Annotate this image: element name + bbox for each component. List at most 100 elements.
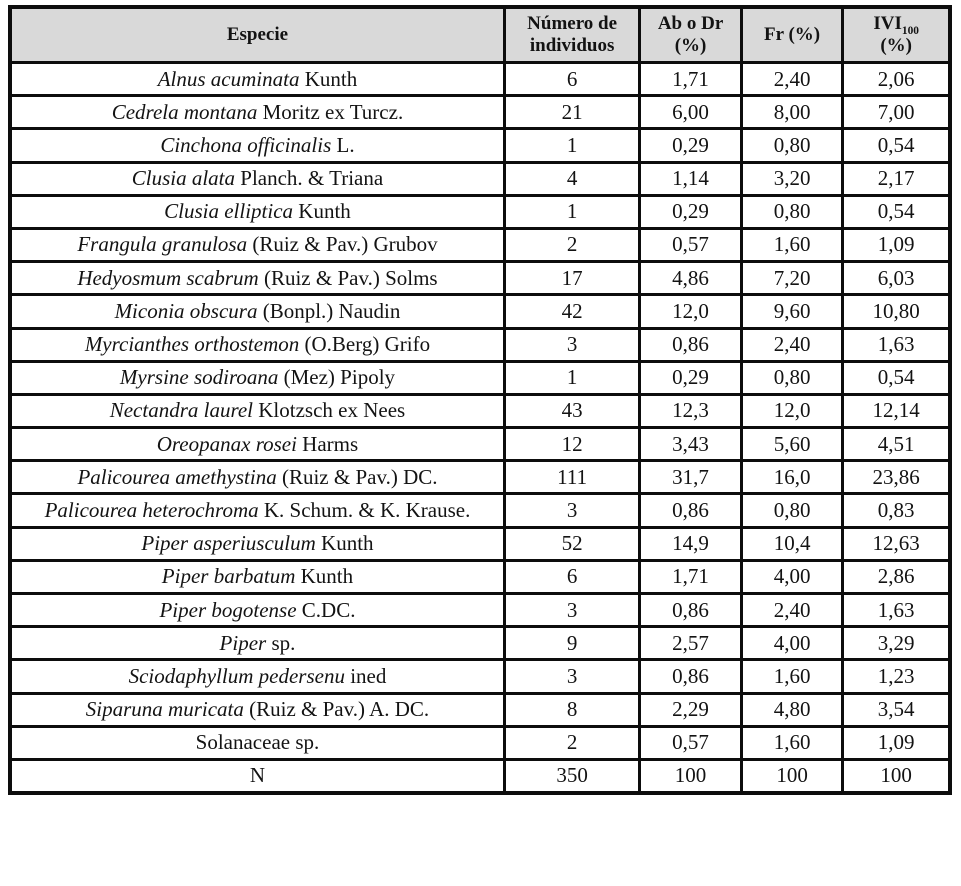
cell-especie: Cinchona officinalis L. xyxy=(8,127,506,164)
species-author: sp. xyxy=(266,630,296,655)
species-author: Kunth xyxy=(293,199,351,224)
cell-ab-o-dr: 1,14 xyxy=(638,160,743,197)
cell-especie: Palicourea amethystina (Ruiz & Pav.) DC. xyxy=(8,459,506,496)
cell-ab-o-dr: 0,29 xyxy=(638,359,743,396)
header-ivi-subscript: 100 xyxy=(901,24,919,37)
header-fr-label: Fr (%) xyxy=(764,23,821,45)
cell-ivi: 12,14 xyxy=(841,392,952,430)
table-body: Alnus acuminata Kunth 6 1,71 2,40 2,06 C… xyxy=(8,60,952,795)
header-ab-line1: Ab o Dr xyxy=(657,12,724,34)
cell-fr: 100 xyxy=(739,757,845,795)
header-especie-label: Especie xyxy=(226,23,289,45)
cell-fr: 0,80 xyxy=(739,359,845,396)
table-row: Oreopanax rosei Harms 12 3,43 5,60 4,51 xyxy=(8,426,952,463)
table-row: Palicourea amethystina (Ruiz & Pav.) DC.… xyxy=(8,459,952,496)
header-ivi-line2: (%) xyxy=(880,35,912,56)
cell-ivi: 1,09 xyxy=(841,226,952,264)
table-row: Piper bogotense C.DC. 3 0,86 2,40 1,63 xyxy=(8,591,952,629)
header-ivi-base: IVI xyxy=(873,12,902,34)
species-scientific-name: Palicourea heterochroma xyxy=(44,497,259,522)
table-row: Nectandra laurel Klotzsch ex Nees 43 12,… xyxy=(8,392,952,430)
table-row: Palicourea heterochroma K. Schum. & K. K… xyxy=(8,492,952,529)
cell-especie: N xyxy=(8,757,506,795)
cell-numero-individuos: 2 xyxy=(502,226,642,264)
cell-numero-individuos: 3 xyxy=(502,492,642,529)
species-author: Planch. & Triana xyxy=(235,166,384,191)
cell-fr: 4,80 xyxy=(739,691,845,728)
cell-numero-individuos: 3 xyxy=(502,326,642,363)
header-row: Especie Número de individuos Ab o Dr (%)… xyxy=(8,5,952,64)
cell-fr: 0,80 xyxy=(739,127,845,164)
table-row: Sciodaphyllum pedersenu ined 3 0,86 1,60… xyxy=(8,658,952,695)
species-author: (Mez) Pipoly xyxy=(278,365,396,390)
cell-fr: 9,60 xyxy=(739,293,845,330)
cell-fr: 12,0 xyxy=(739,392,845,430)
species-author: Harms xyxy=(296,431,359,456)
species-author: (Bonpl.) Naudin xyxy=(257,298,401,323)
cell-especie: Piper barbatum Kunth xyxy=(8,558,506,596)
table-row: Solanaceae sp. 2 0,57 1,60 1,09 xyxy=(8,724,952,761)
species-author: (Ruiz & Pav.) DC. xyxy=(276,464,438,489)
cell-ab-o-dr: 12,3 xyxy=(638,392,743,430)
table-row: Miconia obscura (Bonpl.) Naudin 42 12,0 … xyxy=(8,293,952,330)
cell-numero-individuos: 42 xyxy=(502,293,642,330)
table-row: Cinchona officinalis L. 1 0,29 0,80 0,54 xyxy=(8,127,952,164)
header-fr: Fr (%) xyxy=(739,5,845,64)
cell-especie: Solanaceae sp. xyxy=(8,724,506,761)
table-row: Alnus acuminata Kunth 6 1,71 2,40 2,06 xyxy=(8,60,952,98)
cell-especie: Sciodaphyllum pedersenu ined xyxy=(8,658,506,695)
cell-numero-individuos: 43 xyxy=(502,392,642,430)
table-header: Especie Número de individuos Ab o Dr (%)… xyxy=(8,5,952,64)
species-scientific-name: Oreopanax rosei xyxy=(156,431,297,456)
header-individuos-line2: individuos xyxy=(529,35,615,56)
header-ab-line2: (%) xyxy=(674,35,707,56)
cell-numero-individuos: 6 xyxy=(502,558,642,596)
cell-numero-individuos: 12 xyxy=(502,426,642,463)
cell-fr: 2,40 xyxy=(739,326,845,363)
species-author: Kunth xyxy=(299,66,358,91)
cell-ab-o-dr: 14,9 xyxy=(638,525,743,562)
cell-fr: 0,80 xyxy=(739,193,845,230)
cell-ab-o-dr: 0,57 xyxy=(638,724,743,761)
cell-numero-individuos: 9 xyxy=(502,625,642,662)
cell-fr: 7,20 xyxy=(739,260,845,297)
cell-ivi: 2,17 xyxy=(841,160,952,197)
cell-numero-individuos: 3 xyxy=(502,591,642,629)
table-row: Piper sp. 9 2,57 4,00 3,29 xyxy=(8,625,952,662)
species-author: C.DC. xyxy=(296,597,356,622)
species-scientific-name: Piper asperiusculum xyxy=(141,531,316,556)
cell-ab-o-dr: 1,71 xyxy=(638,60,743,98)
cell-ivi: 1,09 xyxy=(841,724,952,761)
cell-ab-o-dr: 0,86 xyxy=(638,326,743,363)
cell-ab-o-dr: 4,86 xyxy=(638,260,743,297)
species-scientific-name: Palicourea amethystina xyxy=(77,464,277,489)
cell-especie: Nectandra laurel Klotzsch ex Nees xyxy=(8,392,506,430)
species-author: (Ruiz & Pav.) Grubov xyxy=(247,232,438,257)
cell-especie: Oreopanax rosei Harms xyxy=(8,426,506,463)
species-scientific-name: Cedrela montana xyxy=(111,99,258,124)
cell-numero-individuos: 1 xyxy=(502,359,642,396)
cell-ivi: 0,83 xyxy=(841,492,952,529)
cell-fr: 1,60 xyxy=(739,658,845,695)
cell-fr: 2,40 xyxy=(739,60,845,98)
cell-especie: Clusia alata Planch. & Triana xyxy=(8,160,506,197)
table-row: Piper asperiusculum Kunth 52 14,9 10,4 1… xyxy=(8,525,952,562)
cell-fr: 1,60 xyxy=(739,226,845,264)
table-row: Siparuna muricata (Ruiz & Pav.) A. DC. 8… xyxy=(8,691,952,728)
cell-fr: 5,60 xyxy=(739,426,845,463)
cell-fr: 10,4 xyxy=(739,525,845,562)
cell-especie: Palicourea heterochroma K. Schum. & K. K… xyxy=(8,492,506,529)
table-row: Hedyosmum scabrum (Ruiz & Pav.) Solms 17… xyxy=(8,260,952,297)
species-scientific-name: Piper xyxy=(219,630,267,655)
cell-ab-o-dr: 0,29 xyxy=(638,127,743,164)
species-author: Moritz ex Turcz. xyxy=(257,99,404,124)
species-scientific-name: Siparuna muricata xyxy=(85,697,244,722)
table-row: N 350 100 100 100 xyxy=(8,757,952,795)
header-especie: Especie xyxy=(8,5,506,64)
cell-numero-individuos: 111 xyxy=(502,459,642,496)
cell-ivi: 1,23 xyxy=(841,658,952,695)
cell-ivi: 100 xyxy=(841,757,952,795)
cell-fr: 4,00 xyxy=(739,558,845,596)
cell-ab-o-dr: 2,29 xyxy=(638,691,743,728)
